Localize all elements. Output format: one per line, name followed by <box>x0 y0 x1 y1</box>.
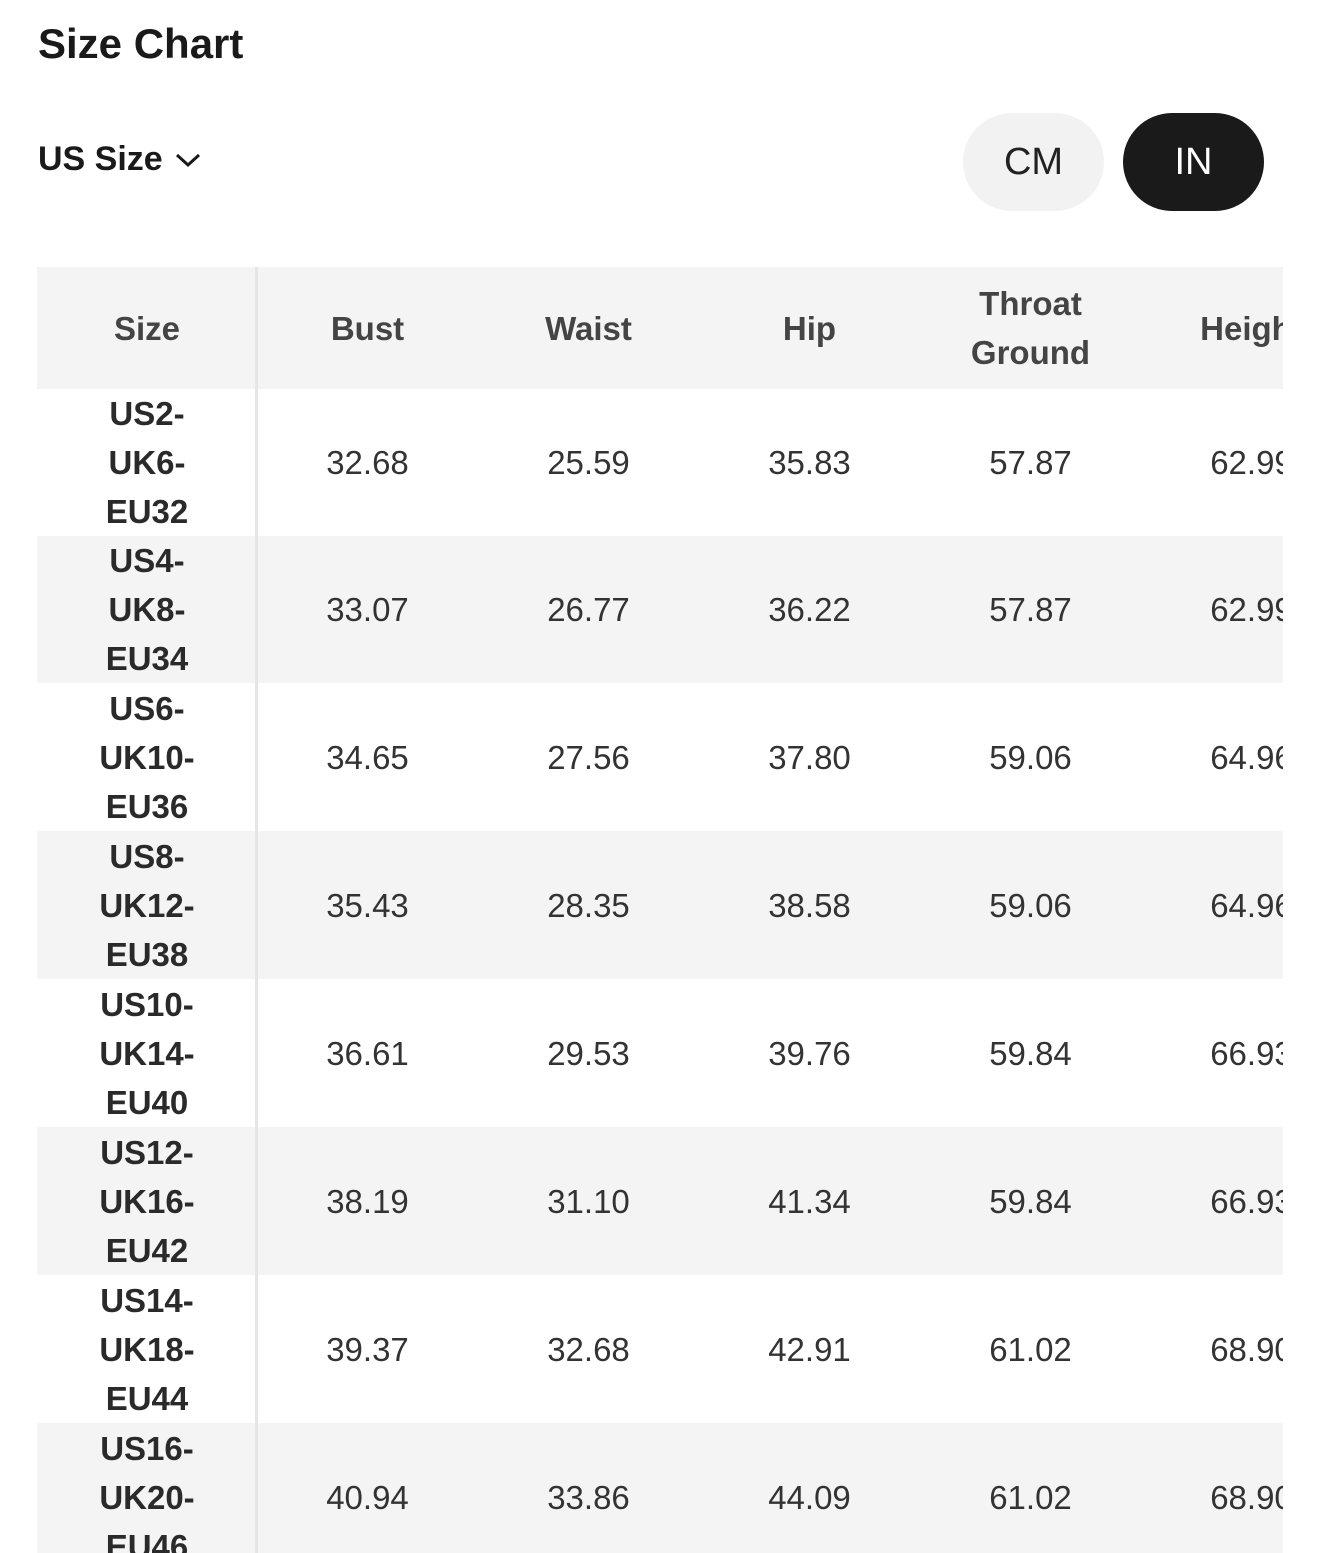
measure-cell: 34.65 <box>326 738 409 776</box>
measure-cell: 59.84 <box>989 1034 1072 1072</box>
measure-cell: 42.91 <box>768 1330 851 1368</box>
measure-cell: 64.96 <box>1210 738 1283 776</box>
unit-toggle[interactable]: CM <box>963 113 1104 211</box>
size-system-dropdown[interactable]: US Size <box>38 140 201 179</box>
size-cell: US10- UK14- EU40 <box>99 985 195 1121</box>
measure-cell: 38.58 <box>699 831 920 979</box>
column-divider <box>255 267 258 1553</box>
size-cell: US12- UK16- EU42 <box>37 1127 257 1275</box>
measure-cell: 39.37 <box>326 1330 409 1368</box>
measure-cell: 38.19 <box>257 1127 478 1275</box>
table-row: US10- UK14- EU40 36.61 29.53 39.76 59.84 66.9… <box>37 979 1283 1127</box>
measure-cell: 37.80 <box>768 738 851 776</box>
measure-cell: 68.90 <box>1210 1330 1283 1368</box>
measure-cell: 32.68 <box>326 444 409 481</box>
size-cell: US2- UK6- EU32 <box>105 395 189 530</box>
measure-cell: 64.96 <box>1141 831 1283 979</box>
measure-cell: 61.02 <box>920 1423 1141 1553</box>
measure-cell: 66.93 <box>1141 1127 1283 1275</box>
size-cell: US16- UK20- EU46 <box>37 1423 257 1553</box>
measure-cell: 35.83 <box>768 444 851 481</box>
size-cell: US6- UK10- EU36 <box>99 689 195 825</box>
measure-cell: 59.84 <box>920 1127 1141 1275</box>
measure-cell: 61.02 <box>989 1330 1072 1368</box>
title: Size Chart <box>38 20 244 67</box>
column-header: Waist <box>478 267 699 389</box>
measure-cell: 27.56 <box>547 738 630 776</box>
measure-cell: 25.59 <box>547 444 630 481</box>
size-cell: US14- UK18- EU44 <box>99 1281 195 1417</box>
table-row: US16- UK20- EU46 40.94 33.86 44.09 61.02 68.9… <box>37 1423 1283 1553</box>
measure-cell: 36.22 <box>699 536 920 683</box>
measure-cell: 57.87 <box>989 444 1072 481</box>
unit-toggle-active[interactable]: IN <box>1123 113 1264 211</box>
measure-cell: 33.86 <box>478 1423 699 1553</box>
measure-cell: 36.61 <box>326 1034 409 1072</box>
measure-cell: 62.99 <box>1210 444 1283 481</box>
measure-cell: 28.35 <box>478 831 699 979</box>
measure-cell: 66.93 <box>1210 1034 1283 1072</box>
table-row: US2- UK6- EU32 32.68 25.59 35.83 57.87 62.99 <box>37 389 1283 536</box>
column-header: Hip <box>699 267 920 389</box>
table-row: US6- UK10- EU36 34.65 27.56 37.80 59.06 64.96 <box>37 683 1283 831</box>
table-row: US12- UK16- EU42 38.19 31.10 41.34 59.84 66.9… <box>37 1127 1283 1275</box>
size-cell: US4- UK8- EU34 <box>37 536 257 683</box>
measure-cell: 68.90 <box>1141 1423 1283 1553</box>
measure-cell: 59.06 <box>989 738 1072 776</box>
chevron <box>175 153 200 167</box>
measure-cell: 31.10 <box>478 1127 699 1275</box>
column-header: Bust <box>257 267 478 389</box>
column-header: Size <box>37 267 257 389</box>
measure-cell: 26.77 <box>478 536 699 683</box>
measure-cell: 59.06 <box>920 831 1141 979</box>
measure-cell: 29.53 <box>547 1034 630 1072</box>
measure-cell: 41.34 <box>699 1127 920 1275</box>
measure-cell: 39.76 <box>768 1034 851 1072</box>
measure-cell: 32.68 <box>547 1330 630 1368</box>
measure-cell: 44.09 <box>699 1423 920 1553</box>
measure-cell: 33.07 <box>257 536 478 683</box>
table-row: US14- UK18- EU44 39.37 32.68 42.91 61.02 68.9… <box>37 1275 1283 1423</box>
size-cell: US8- UK12- EU38 <box>37 831 257 979</box>
measure-cell: 40.94 <box>257 1423 478 1553</box>
size-system-label: US Size <box>38 140 163 178</box>
column-header: Throat Ground <box>920 267 1141 389</box>
measure-cell: 62.99 <box>1141 536 1283 683</box>
column-header: Height <box>1141 267 1283 389</box>
measure-cell: 57.87 <box>920 536 1141 683</box>
measure-cell: 35.43 <box>257 831 478 979</box>
